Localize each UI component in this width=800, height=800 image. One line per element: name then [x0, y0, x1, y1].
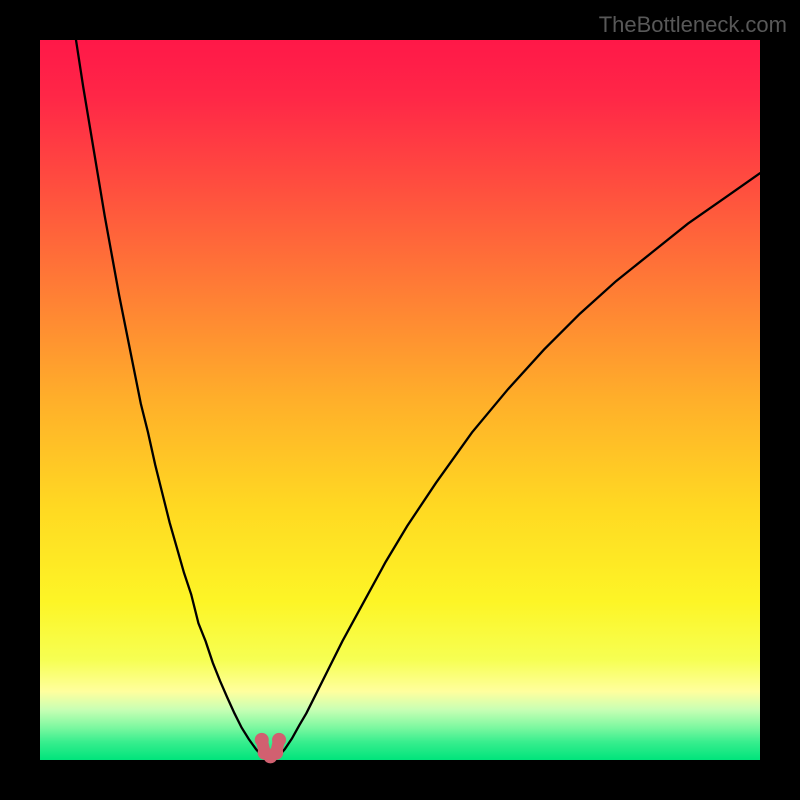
watermark-text: TheBottleneck.com	[599, 12, 787, 38]
marker-dot	[272, 733, 286, 747]
chart-svg	[0, 0, 800, 800]
marker-dot	[269, 746, 283, 760]
marker-dot	[255, 733, 269, 747]
chart-container: TheBottleneck.com	[0, 0, 800, 800]
plot-background-gradient	[40, 40, 760, 760]
